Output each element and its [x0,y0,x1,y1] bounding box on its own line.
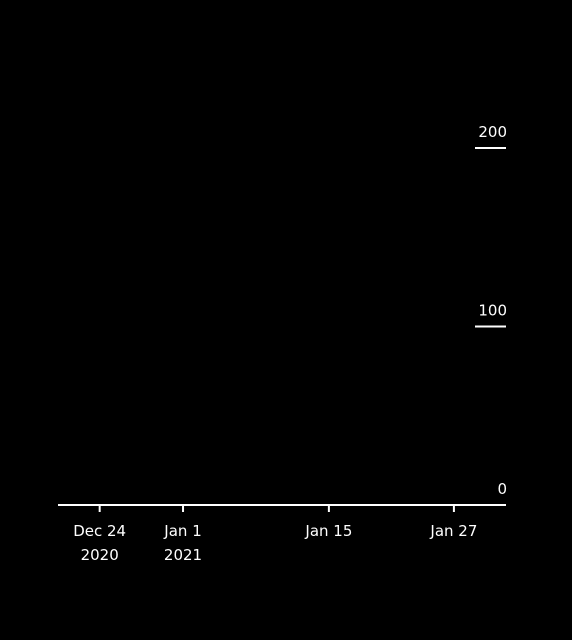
x-tick-label: Jan 15 [304,522,352,540]
y-axis-ticks: 0 100 200 [475,123,507,498]
x-tick-sublabel: 2020 [81,546,119,564]
x-tick-label: Jan 27 [429,522,477,540]
x-tick-label: Dec 24 [73,522,126,540]
y-tick-label: 0 [497,480,507,498]
x-tick-label: Jan 1 [163,522,201,540]
x-tick-sublabel: 2021 [164,546,202,564]
y-tick-label: 100 [478,302,507,320]
x-axis-ticks: Dec 24 2020 Jan 1 2021 Jan 15 Jan 27 [73,505,477,564]
y-tick-label: 200 [478,123,507,141]
